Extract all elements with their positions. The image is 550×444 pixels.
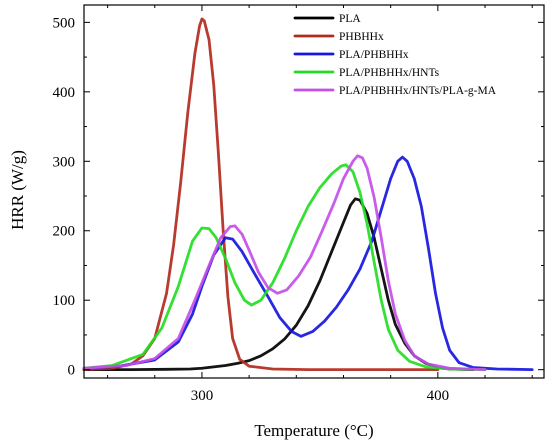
series-line-pla-phbhhx-hnts-pla-g-ma bbox=[82, 154, 487, 372]
legend-label-phbhhx: PHBHHx bbox=[339, 31, 384, 43]
y-tick-label: 400 bbox=[53, 85, 76, 101]
x-axis-ticks: 300 400 bbox=[107, 5, 533, 404]
legend-label-pla-phbhhx-hnts-pla-g-ma: PLA/PHBHHx/HNTs/PLA-g-MA bbox=[339, 85, 497, 97]
y-tick-label: 0 bbox=[68, 363, 76, 379]
y-axis-title: HRR (W/g) bbox=[8, 150, 27, 230]
legend-label-pla-phbhhx: PLA/PHBHHx bbox=[339, 49, 409, 61]
series-line-pla bbox=[82, 197, 475, 372]
y-axis-ticks: 0 100 200 300 400 500 bbox=[53, 15, 544, 379]
y-tick-label: 300 bbox=[53, 154, 76, 170]
y-tick-label: 100 bbox=[53, 293, 76, 309]
x-tick-label: 300 bbox=[191, 388, 214, 404]
x-tick-label: 400 bbox=[427, 388, 450, 404]
y-tick-label: 500 bbox=[53, 15, 76, 31]
y-tick-label: 200 bbox=[53, 224, 76, 240]
plot-lines bbox=[82, 17, 534, 372]
legend-label-pla: PLA bbox=[339, 13, 361, 25]
legend: PLA PHBHHx PLA/PHBHHx PLA/PHBHHx/HNTs PLA/PH… bbox=[293, 13, 497, 97]
plot-frame bbox=[83, 4, 545, 379]
series-line-pla-phbhhx-hnts bbox=[82, 163, 487, 372]
x-axis-title: Temperature (°C) bbox=[254, 421, 373, 440]
legend-label-pla-phbhhx-hnts: PLA/PHBHHx/HNTs bbox=[339, 67, 440, 79]
